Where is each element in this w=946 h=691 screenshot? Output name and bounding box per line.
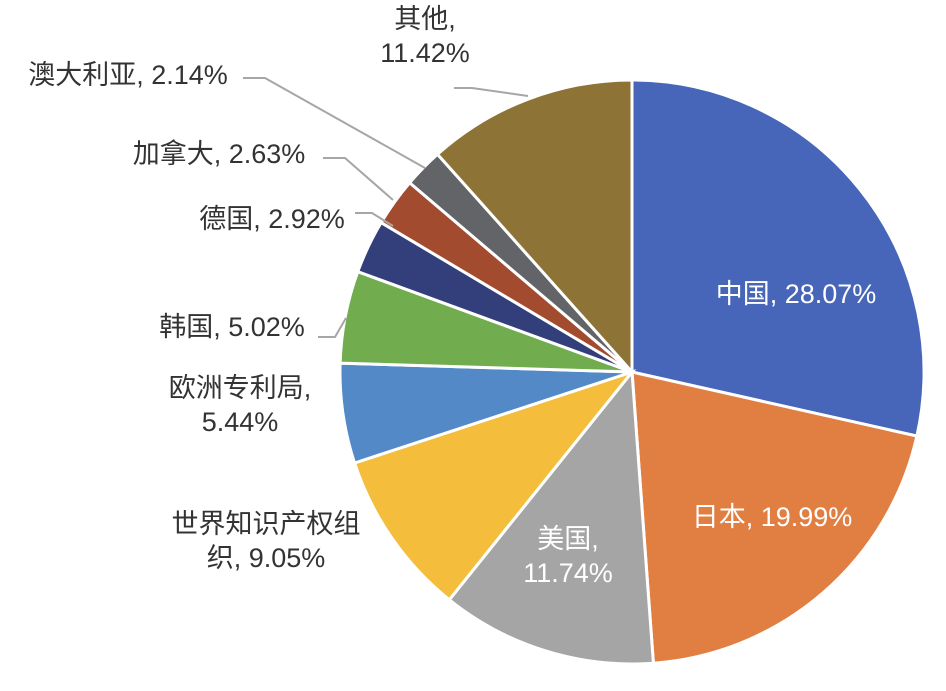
slice-世界知识产权组织	[352, 369, 637, 602]
data-label-加拿大: 加拿大, 2.63%	[133, 139, 306, 169]
data-label-其他: 其他, 11.42%	[380, 4, 470, 68]
leader-line-加拿大	[323, 157, 394, 201]
data-labels: 中国, 28.07% 日本, 19.99% 美国, 11.74% 世界知识产权组织, 9…	[28, 4, 876, 588]
leader-line-澳大利亚	[243, 77, 426, 169]
data-label-韩国: 韩国, 5.02%	[159, 312, 305, 342]
data-label-美国: 美国, 11.74%	[523, 524, 613, 588]
slice-中国	[630, 78, 926, 438]
leader-line-韩国	[318, 317, 347, 338]
slice-美国	[447, 368, 656, 666]
slice-日本	[630, 370, 919, 665]
data-label-世界知识产权组织: 世界知识产权组织, 9.05%	[172, 509, 361, 573]
data-label-澳大利亚: 澳大利亚, 2.14%	[28, 60, 228, 90]
slice-其他	[435, 78, 634, 376]
data-label-欧洲专利局: 欧洲专利局, 5.44%	[169, 373, 312, 437]
leader-lines	[243, 77, 529, 338]
pie-slices	[338, 78, 926, 666]
leader-line-其他	[454, 87, 529, 97]
leader-line-德国	[355, 212, 394, 227]
data-label-日本: 日本, 19.99%	[692, 502, 853, 532]
data-label-德国: 德国, 2.92%	[199, 204, 345, 234]
data-label-中国: 中国, 28.07%	[716, 279, 877, 309]
